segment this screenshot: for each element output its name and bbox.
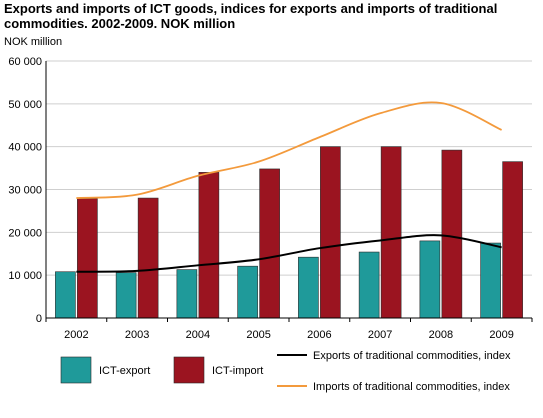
y-tick-label: 20 000: [8, 227, 42, 239]
y-tick-label: 40 000: [8, 142, 42, 154]
y-tick-label: 60 000: [8, 56, 42, 68]
ict-export-bar: [115, 272, 137, 319]
ict-import-bar: [380, 146, 402, 319]
x-tick-label: 2009: [489, 329, 513, 341]
traditional-exports-line: [76, 234, 502, 273]
ict-export-bar: [176, 269, 198, 319]
legend-label-ict-import: ICT-import: [212, 365, 263, 377]
ict-import-bar: [137, 197, 159, 319]
y-tick-label: 10 000: [8, 270, 42, 282]
ict-export-bar: [358, 251, 380, 319]
legend-label-traditional-exports: Exports of traditional commodities, inde…: [313, 350, 511, 362]
x-tick-label: 2006: [307, 329, 331, 341]
x-tick-label: 2002: [64, 329, 88, 341]
traditional-imports-line: [76, 101, 502, 199]
ict-export-bar: [419, 240, 441, 319]
ict-import-bar: [320, 146, 341, 319]
ict-import-bar: [198, 172, 220, 319]
x-tick-label: 2003: [125, 329, 149, 341]
x-tick-label: 2004: [186, 329, 210, 341]
axes: [45, 61, 533, 322]
legend-label-traditional-imports: Imports of traditional commodities, inde…: [313, 381, 510, 393]
ict-export-bar: [55, 271, 76, 319]
x-tick-label: 2007: [368, 329, 392, 341]
legend: ICT-export ICT-import Exports of tradition…: [60, 350, 511, 393]
x-tick-label: 2008: [429, 329, 453, 341]
legend-swatch-ict-import: [173, 356, 205, 384]
ict-import-bar: [259, 168, 280, 319]
y-tick-label: 30 000: [8, 185, 42, 197]
legend-swatch-ict-export: [60, 356, 92, 384]
y-axis-unit-label: NOK million: [4, 36, 63, 48]
ict-import-bar: [77, 198, 98, 319]
legend-label-ict-export: ICT-export: [99, 365, 150, 377]
chart-title: Exports and imports of ICT goods, indice…: [4, 1, 498, 31]
y-tick-label: 50 000: [8, 99, 42, 111]
y-axis-ticks: 0 10 000 20 000 30 000 40 000 50 000 60 000: [8, 56, 42, 325]
ict-export-bar: [480, 242, 501, 319]
x-axis-ticks: 2002 2003 2004 2005 2006 2007 2008 2009: [64, 329, 514, 341]
x-tick-label: 2005: [246, 329, 270, 341]
y-tick-label: 0: [36, 313, 42, 325]
ict-export-bar: [298, 256, 319, 319]
ict-import-bar: [502, 161, 523, 319]
ict-export-bar: [237, 265, 258, 319]
series-lines: [76, 101, 502, 273]
ict-import-bar: [441, 149, 463, 319]
